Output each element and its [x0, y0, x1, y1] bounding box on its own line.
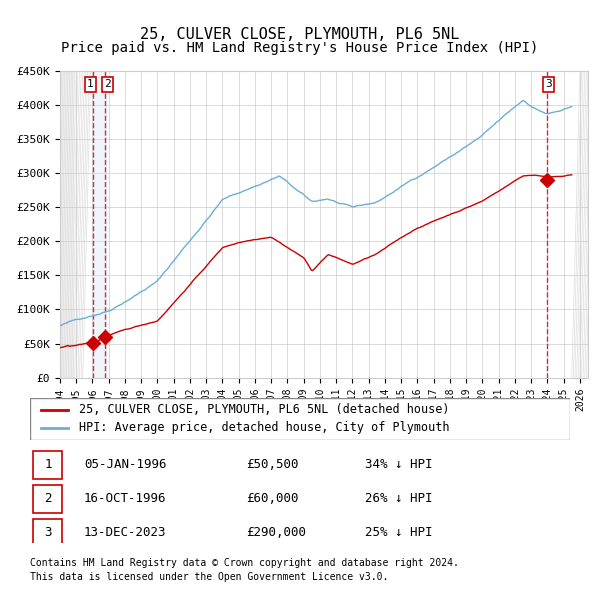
- FancyBboxPatch shape: [33, 451, 62, 478]
- FancyBboxPatch shape: [33, 484, 62, 513]
- Text: This data is licensed under the Open Government Licence v3.0.: This data is licensed under the Open Gov…: [30, 572, 388, 582]
- Text: 34% ↓ HPI: 34% ↓ HPI: [365, 458, 432, 471]
- Text: 3: 3: [44, 526, 52, 539]
- Text: £290,000: £290,000: [246, 526, 306, 539]
- Text: 1: 1: [87, 80, 94, 90]
- FancyBboxPatch shape: [33, 519, 62, 547]
- Text: 25, CULVER CLOSE, PLYMOUTH, PL6 5NL: 25, CULVER CLOSE, PLYMOUTH, PL6 5NL: [140, 27, 460, 41]
- Text: 1: 1: [44, 458, 52, 471]
- Text: 25, CULVER CLOSE, PLYMOUTH, PL6 5NL (detached house): 25, CULVER CLOSE, PLYMOUTH, PL6 5NL (det…: [79, 404, 449, 417]
- Text: 2: 2: [44, 492, 52, 505]
- Bar: [60, 71, 73, 378]
- Text: 25% ↓ HPI: 25% ↓ HPI: [365, 526, 432, 539]
- Text: £50,500: £50,500: [246, 458, 299, 471]
- Text: 2: 2: [104, 80, 111, 90]
- Bar: [92, 71, 106, 378]
- Text: 05-JAN-1996: 05-JAN-1996: [84, 458, 167, 471]
- Text: 13-DEC-2023: 13-DEC-2023: [84, 526, 167, 539]
- Text: 16-OCT-1996: 16-OCT-1996: [84, 492, 167, 505]
- Text: Contains HM Land Registry data © Crown copyright and database right 2024.: Contains HM Land Registry data © Crown c…: [30, 558, 459, 568]
- Text: £60,000: £60,000: [246, 492, 299, 505]
- Text: Price paid vs. HM Land Registry's House Price Index (HPI): Price paid vs. HM Land Registry's House …: [61, 41, 539, 55]
- Text: HPI: Average price, detached house, City of Plymouth: HPI: Average price, detached house, City…: [79, 421, 449, 434]
- Text: 3: 3: [545, 80, 552, 90]
- FancyBboxPatch shape: [30, 398, 570, 440]
- Text: 26% ↓ HPI: 26% ↓ HPI: [365, 492, 432, 505]
